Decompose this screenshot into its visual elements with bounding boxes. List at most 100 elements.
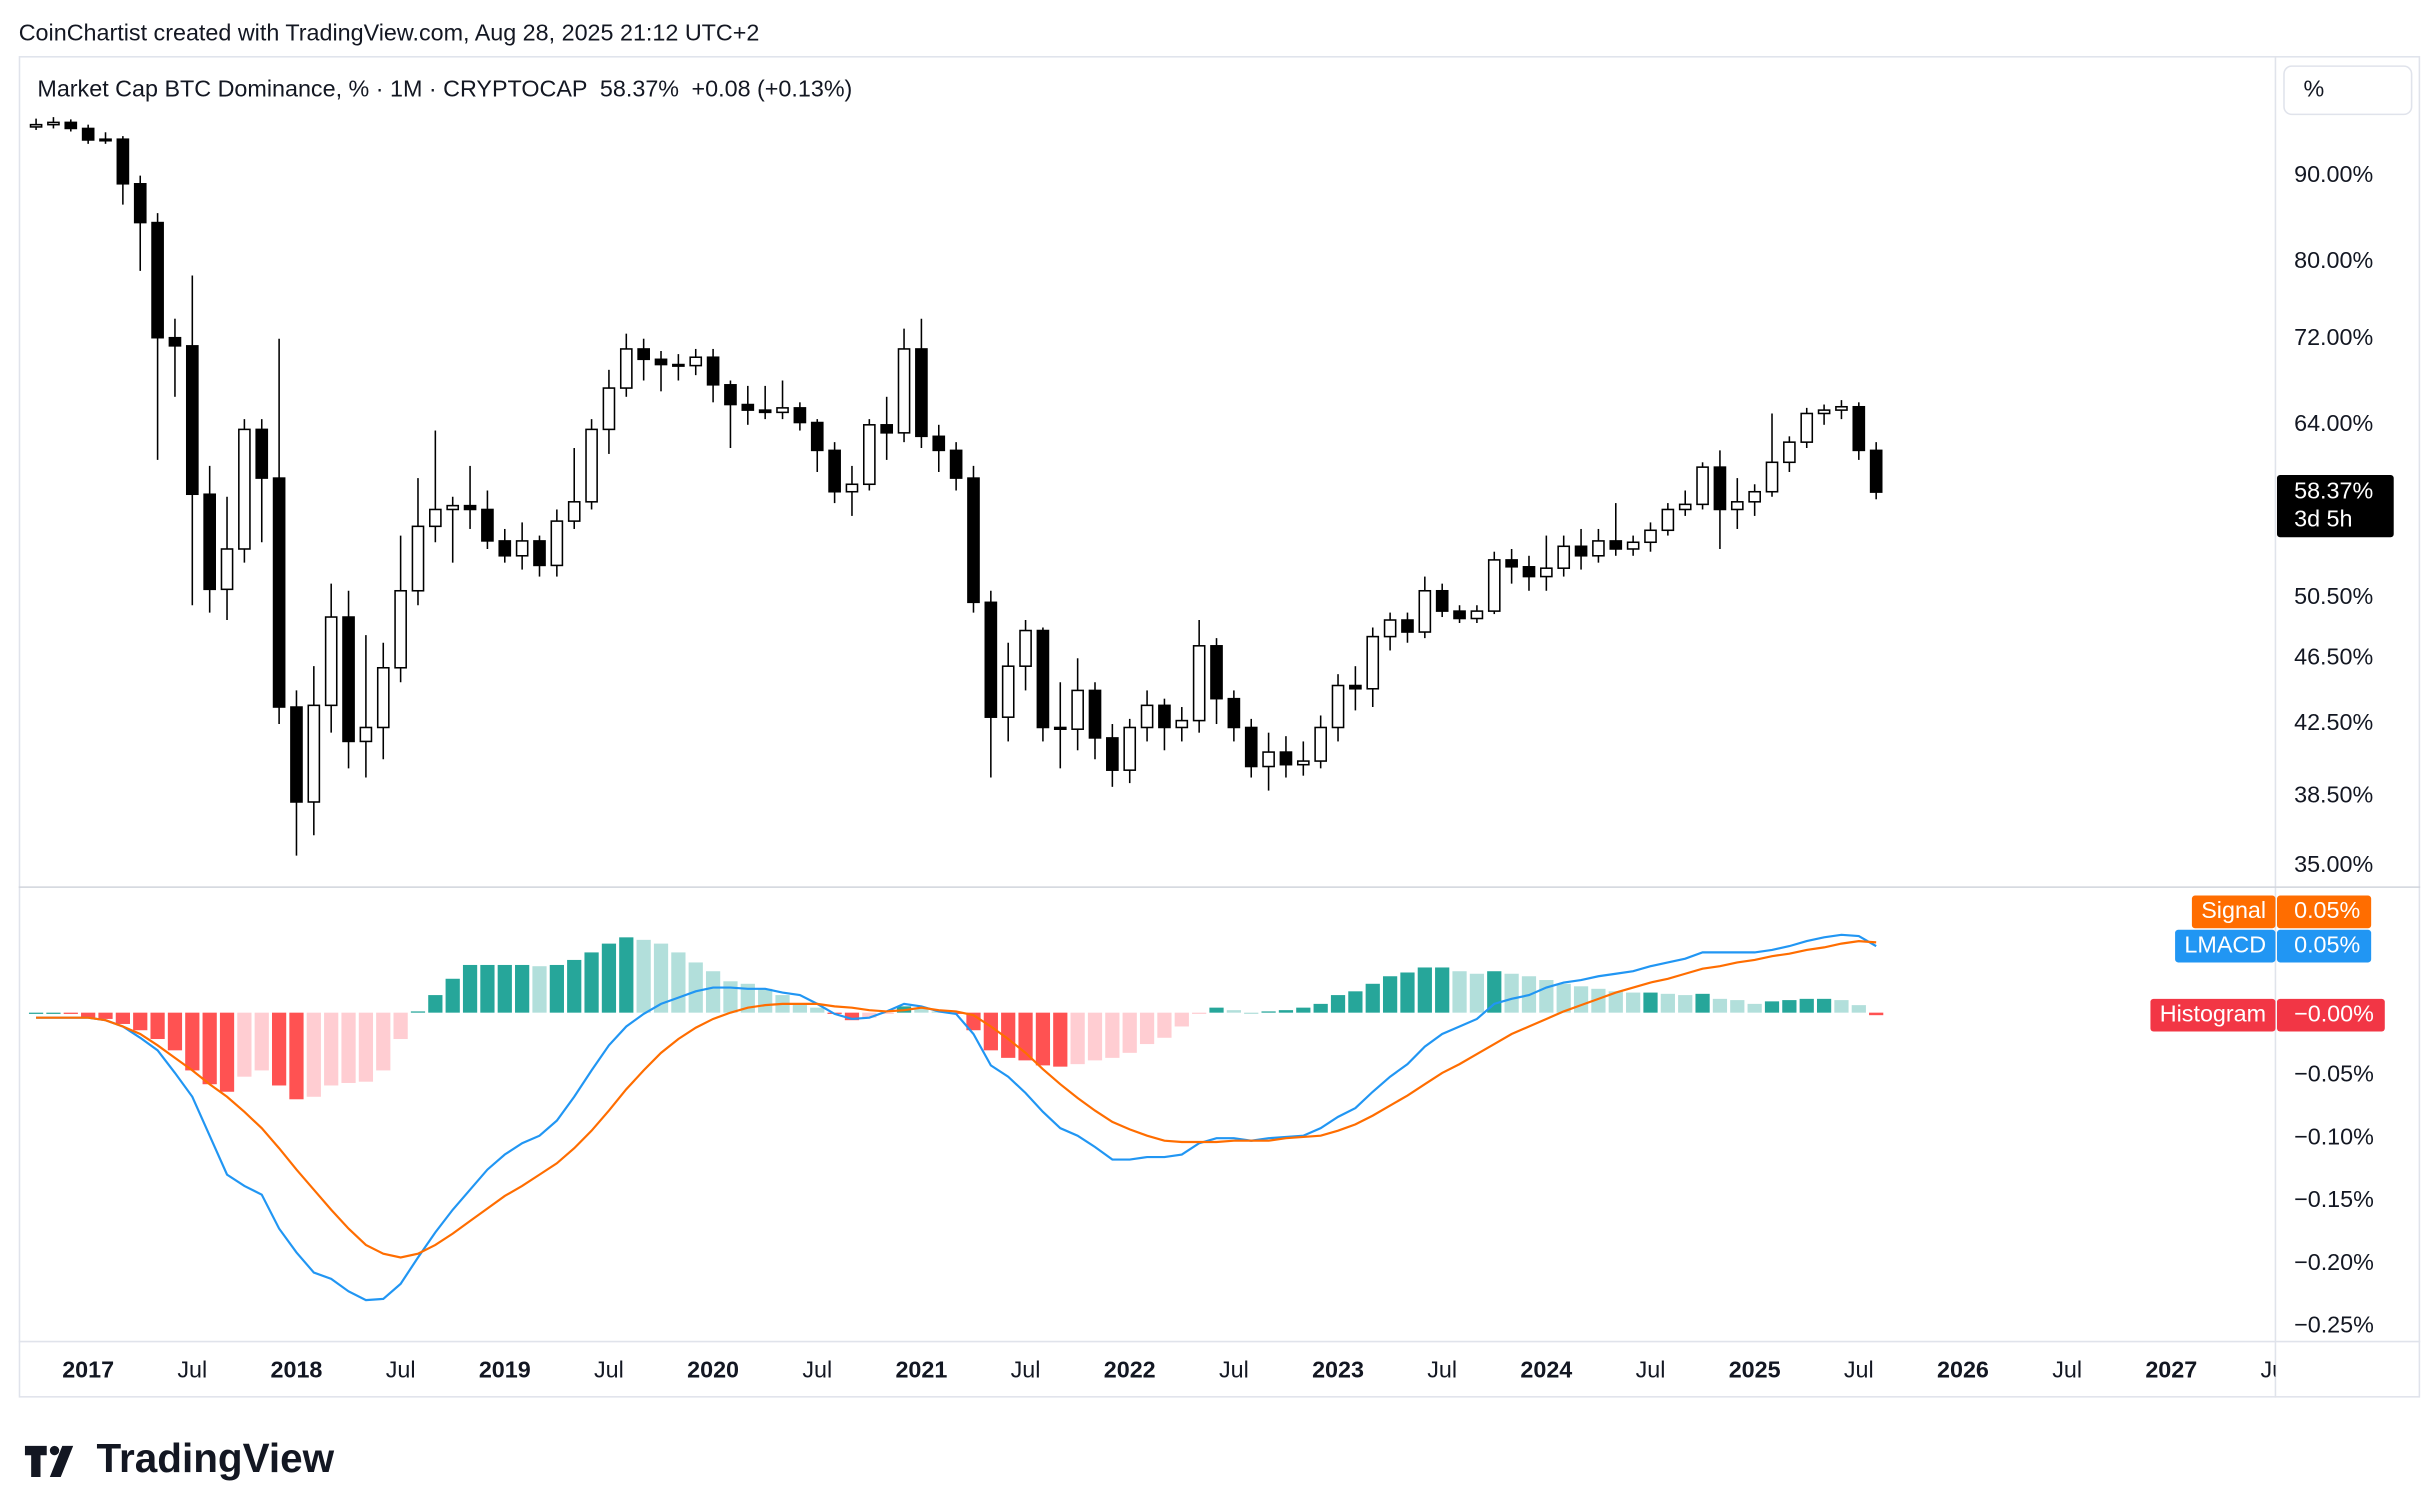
histogram-bar: [1400, 972, 1415, 1013]
candle-body: [1644, 529, 1657, 544]
candle-body: [932, 435, 946, 452]
x-tick-label: Jul: [1636, 1356, 1666, 1382]
candle-body: [168, 336, 182, 347]
candle-body: [185, 345, 199, 496]
histogram-bar: [810, 1007, 825, 1013]
histogram-bar: [1678, 995, 1693, 1013]
candle-body: [1227, 697, 1241, 729]
candle-body: [411, 525, 425, 592]
histogram-bar: [1417, 967, 1432, 1013]
candle-body: [1175, 719, 1189, 729]
series-value-label: 0.05%: [2294, 931, 2360, 957]
histogram-bar: [1174, 1012, 1189, 1027]
histogram-bar: [1192, 1012, 1207, 1014]
candle-body: [1244, 726, 1258, 768]
candle-body: [324, 616, 338, 707]
logo-icon: [24, 1445, 47, 1477]
candle-body: [637, 348, 650, 361]
candle-body: [429, 508, 442, 528]
y-tick-label: 42.50%: [2294, 709, 2373, 735]
candle-body: [1592, 540, 1605, 557]
candle-body: [897, 348, 911, 434]
price-tag-label: 58.37%: [2294, 477, 2373, 503]
y-tick-label: −0.10%: [2294, 1123, 2374, 1149]
histogram-bar: [983, 1012, 998, 1051]
candle-body: [810, 421, 824, 452]
y-tick-label: 72.00%: [2294, 324, 2373, 350]
candle-body: [1366, 635, 1380, 690]
histogram-bar: [1712, 998, 1728, 1013]
histogram-bar: [1209, 1007, 1224, 1013]
candle-body: [151, 221, 164, 339]
histogram-bar: [1105, 1012, 1120, 1058]
y-tick-label: 46.50%: [2294, 643, 2373, 669]
histogram-bar: [740, 983, 755, 1013]
histogram-bar: [1348, 991, 1363, 1013]
y-tick-label: 90.00%: [2294, 161, 2373, 187]
histogram-bar: [1869, 1012, 1884, 1016]
candle-body: [984, 601, 998, 718]
scale-unit[interactable]: %: [2303, 75, 2324, 101]
candle-body: [1835, 405, 1848, 411]
x-tick-label: 2017: [62, 1356, 114, 1382]
countdown: 3d 5h: [2294, 505, 2352, 531]
candle-body: [1522, 566, 1536, 578]
series-name-label: Signal: [2201, 897, 2266, 923]
candle-body: [463, 504, 477, 511]
y-tick-label: −0.15%: [2294, 1186, 2374, 1212]
histogram-bar: [1244, 1012, 1259, 1014]
histogram-bar: [341, 1012, 356, 1083]
histogram-bar: [1764, 1001, 1780, 1013]
candle-body: [133, 183, 147, 224]
series-value-label: 0.05%: [2294, 897, 2360, 923]
histogram-bar: [1626, 992, 1641, 1013]
candle-body: [793, 407, 807, 424]
histogram-bar: [879, 1012, 894, 1014]
histogram-bar: [862, 1012, 877, 1018]
candle-body: [1800, 412, 1814, 443]
x-tick-label: 2020: [687, 1356, 739, 1382]
histogram-bar: [1556, 983, 1571, 1013]
histogram-bar: [844, 1012, 860, 1021]
histogram-bar: [1087, 1012, 1103, 1061]
histogram-bar: [1608, 991, 1623, 1013]
candle-body: [619, 348, 633, 389]
histogram-bar: [324, 1012, 339, 1086]
histogram-bar: [1435, 967, 1450, 1013]
histogram-bar: [723, 981, 738, 1013]
histogram-bar: [549, 964, 564, 1013]
x-tick-label: Jul: [1844, 1356, 1874, 1382]
symbol-title: Market Cap BTC Dominance, % · 1M · CRYPT…: [37, 75, 587, 101]
histogram-bar: [289, 1012, 304, 1100]
candle-body: [741, 403, 755, 411]
histogram-bar: [1296, 1007, 1311, 1013]
histogram-bar: [1747, 1003, 1762, 1013]
histogram-bar: [1226, 1010, 1241, 1013]
x-tick-label: Jul: [1427, 1356, 1457, 1382]
candle-body: [1626, 541, 1640, 550]
candle-body: [880, 424, 894, 434]
x-tick-label: Jul: [1011, 1356, 1041, 1382]
histogram-bar: [1730, 1000, 1745, 1013]
candle-body: [828, 449, 841, 493]
candle-body: [1158, 704, 1171, 729]
candle-body: [342, 616, 355, 743]
candle-body: [706, 356, 720, 386]
x-tick-label: Jul: [177, 1356, 207, 1382]
series-value-tag: [2276, 929, 2372, 963]
histogram-bar: [1261, 1011, 1276, 1013]
histogram-bar: [705, 971, 721, 1013]
histogram-bar: [185, 1012, 200, 1071]
candle-body: [776, 407, 789, 414]
histogram-bar: [358, 1012, 374, 1082]
candle-body: [29, 123, 43, 128]
chart-frame: [18, 56, 2421, 1398]
candle-body: [1019, 629, 1032, 667]
candle-body: [1418, 589, 1432, 633]
scale-button[interactable]: [2283, 65, 2413, 116]
candle-body: [1001, 665, 1015, 718]
candle-body: [1730, 501, 1744, 511]
indicator-line: [36, 933, 1877, 1302]
candle-body: [533, 540, 546, 567]
